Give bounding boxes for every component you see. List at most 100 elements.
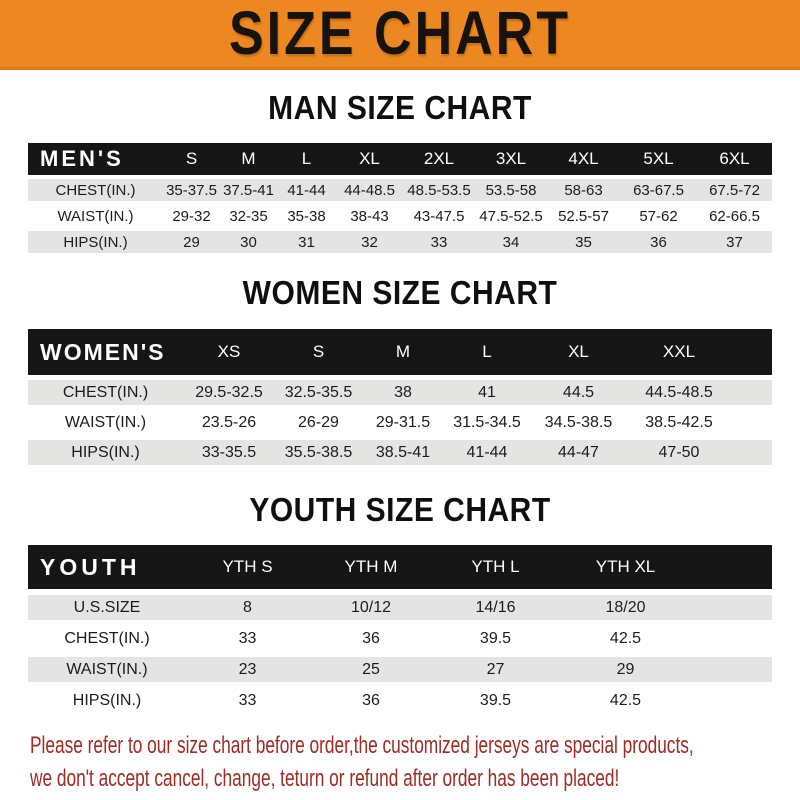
measurement-value: 62-66.5 bbox=[697, 205, 772, 227]
size-column-header: 2XL bbox=[403, 143, 475, 175]
measurement-row: WAIST(IN.) 29-32 32-35 35-38 38-43 43-47.5 47.… bbox=[28, 205, 772, 227]
measurement-label: CHEST(IN.) bbox=[28, 380, 183, 405]
measurement-value: 38-43 bbox=[336, 205, 403, 227]
spacer-cell bbox=[731, 410, 772, 435]
measurement-value: 39.5 bbox=[433, 626, 558, 651]
section-youth: YOUTH SIZE CHART YOUTH YTH S YTH M YTH L YTH… bbox=[0, 492, 800, 719]
size-column-header: L bbox=[444, 329, 530, 375]
measurement-value: 26-29 bbox=[275, 410, 362, 435]
youth-size-table: YOUTH YTH S YTH M YTH L YTH XL U.S.SIZE 8 10/12… bbox=[28, 539, 772, 719]
measurement-value: 39.5 bbox=[433, 688, 558, 713]
measurement-label: WAIST(IN.) bbox=[28, 657, 186, 682]
measurement-value: 38 bbox=[362, 380, 444, 405]
size-column-header: YTH M bbox=[309, 545, 433, 589]
measurement-row: HIPS(IN.) 33-35.5 35.5-38.5 38.5-41 41-44 44-… bbox=[28, 440, 772, 465]
measurement-value: 18/20 bbox=[558, 595, 693, 620]
men-section-title-text: MAN SIZE CHART bbox=[268, 90, 532, 127]
measurement-row: WAIST(IN.) 23.5-26 26-29 29-31.5 31.5-34.5 34… bbox=[28, 410, 772, 435]
size-column-header: S bbox=[163, 143, 220, 175]
measurement-value: 35.5-38.5 bbox=[275, 440, 362, 465]
measurement-row: WAIST(IN.) 23 25 27 29 bbox=[28, 657, 772, 682]
measurement-label: HIPS(IN.) bbox=[28, 440, 183, 465]
measurement-value: 47.5-52.5 bbox=[475, 205, 547, 227]
measurement-value: 41-44 bbox=[277, 179, 336, 201]
size-column-header: S bbox=[275, 329, 362, 375]
measurement-value: 53.5-58 bbox=[475, 179, 547, 201]
size-chart-banner: SIZE CHART bbox=[0, 0, 800, 70]
measurement-label: WAIST(IN.) bbox=[28, 205, 163, 227]
measurement-value: 63-67.5 bbox=[620, 179, 697, 201]
spacer-cell bbox=[693, 688, 772, 713]
spacer-cell bbox=[693, 545, 772, 589]
measurement-value: 23 bbox=[186, 657, 309, 682]
measurement-value: 25 bbox=[309, 657, 433, 682]
spacer-cell bbox=[693, 595, 772, 620]
spacer-cell bbox=[731, 440, 772, 465]
measurement-value: 30 bbox=[220, 231, 277, 253]
measurement-value: 35-37.5 bbox=[163, 179, 220, 201]
size-header-row: YOUTH YTH S YTH M YTH L YTH XL bbox=[28, 545, 772, 589]
measurement-value: 33 bbox=[186, 626, 309, 651]
women-size-table: WOMEN'S XS S M L XL XXL CHEST(IN.) 29.5-32.5 32.5… bbox=[28, 324, 772, 470]
size-column-header: XS bbox=[183, 329, 275, 375]
measurement-row: CHEST(IN.) 33 36 39.5 42.5 bbox=[28, 626, 772, 651]
disclaimer-line-1: Please refer to our size chart before or… bbox=[30, 732, 694, 759]
size-column-header: 6XL bbox=[697, 143, 772, 175]
women-section-title-text: WOMEN SIZE CHART bbox=[242, 275, 558, 312]
measurement-value: 31 bbox=[277, 231, 336, 253]
measurement-value: 44.5 bbox=[530, 380, 627, 405]
size-header-row: MEN'S S M L XL 2XL 3XL 4XL 5XL 6XL bbox=[28, 143, 772, 175]
measurement-value: 52.5-57 bbox=[547, 205, 620, 227]
size-header-row: WOMEN'S XS S M L XL XXL bbox=[28, 329, 772, 375]
table-category-label: WOMEN'S bbox=[28, 329, 183, 375]
measurement-label: WAIST(IN.) bbox=[28, 410, 183, 435]
measurement-value: 36 bbox=[309, 688, 433, 713]
measurement-row: CHEST(IN.) 35-37.5 37.5-41 41-44 44-48.5 48.5… bbox=[28, 179, 772, 201]
measurement-value: 33 bbox=[186, 688, 309, 713]
measurement-value: 29 bbox=[163, 231, 220, 253]
measurement-value: 29 bbox=[558, 657, 693, 682]
measurement-value: 27 bbox=[433, 657, 558, 682]
measurement-value: 36 bbox=[620, 231, 697, 253]
measurement-value: 38.5-42.5 bbox=[627, 410, 731, 435]
measurement-label: CHEST(IN.) bbox=[28, 179, 163, 201]
measurement-value: 29-31.5 bbox=[362, 410, 444, 435]
measurement-value: 41-44 bbox=[444, 440, 530, 465]
measurement-value: 36 bbox=[309, 626, 433, 651]
measurement-row: U.S.SIZE 8 10/12 14/16 18/20 bbox=[28, 595, 772, 620]
measurement-value: 23.5-26 bbox=[183, 410, 275, 435]
measurement-value: 8 bbox=[186, 595, 309, 620]
measurement-value: 33 bbox=[403, 231, 475, 253]
measurement-row: HIPS(IN.) 33 36 39.5 42.5 bbox=[28, 688, 772, 713]
measurement-value: 42.5 bbox=[558, 626, 693, 651]
measurement-value: 32 bbox=[336, 231, 403, 253]
measurement-label: HIPS(IN.) bbox=[28, 688, 186, 713]
table-category-label: YOUTH bbox=[28, 545, 186, 589]
measurement-value: 44.5-48.5 bbox=[627, 380, 731, 405]
disclaimer: Please refer to our size chart before or… bbox=[30, 729, 800, 795]
size-column-header: YTH XL bbox=[558, 545, 693, 589]
size-column-header: M bbox=[362, 329, 444, 375]
size-column-header: XL bbox=[530, 329, 627, 375]
size-column-header: 5XL bbox=[620, 143, 697, 175]
measurement-value: 48.5-53.5 bbox=[403, 179, 475, 201]
measurement-value: 34.5-38.5 bbox=[530, 410, 627, 435]
measurement-value: 67.5-72 bbox=[697, 179, 772, 201]
measurement-value: 57-62 bbox=[620, 205, 697, 227]
measurement-value: 44-48.5 bbox=[336, 179, 403, 201]
measurement-value: 14/16 bbox=[433, 595, 558, 620]
measurement-label: U.S.SIZE bbox=[28, 595, 186, 620]
youth-section-title: YOUTH SIZE CHART bbox=[0, 492, 800, 529]
measurement-value: 38.5-41 bbox=[362, 440, 444, 465]
measurement-value: 37.5-41 bbox=[220, 179, 277, 201]
measurement-value: 32.5-35.5 bbox=[275, 380, 362, 405]
size-column-header: YTH S bbox=[186, 545, 309, 589]
measurement-value: 58-63 bbox=[547, 179, 620, 201]
measurement-row: CHEST(IN.) 29.5-32.5 32.5-35.5 38 41 44.5 44.5… bbox=[28, 380, 772, 405]
measurement-value: 33-35.5 bbox=[183, 440, 275, 465]
measurement-value: 42.5 bbox=[558, 688, 693, 713]
measurement-value: 31.5-34.5 bbox=[444, 410, 530, 435]
measurement-value: 47-50 bbox=[627, 440, 731, 465]
youth-section-title-text: YOUTH SIZE CHART bbox=[249, 492, 551, 529]
measurement-value: 35-38 bbox=[277, 205, 336, 227]
